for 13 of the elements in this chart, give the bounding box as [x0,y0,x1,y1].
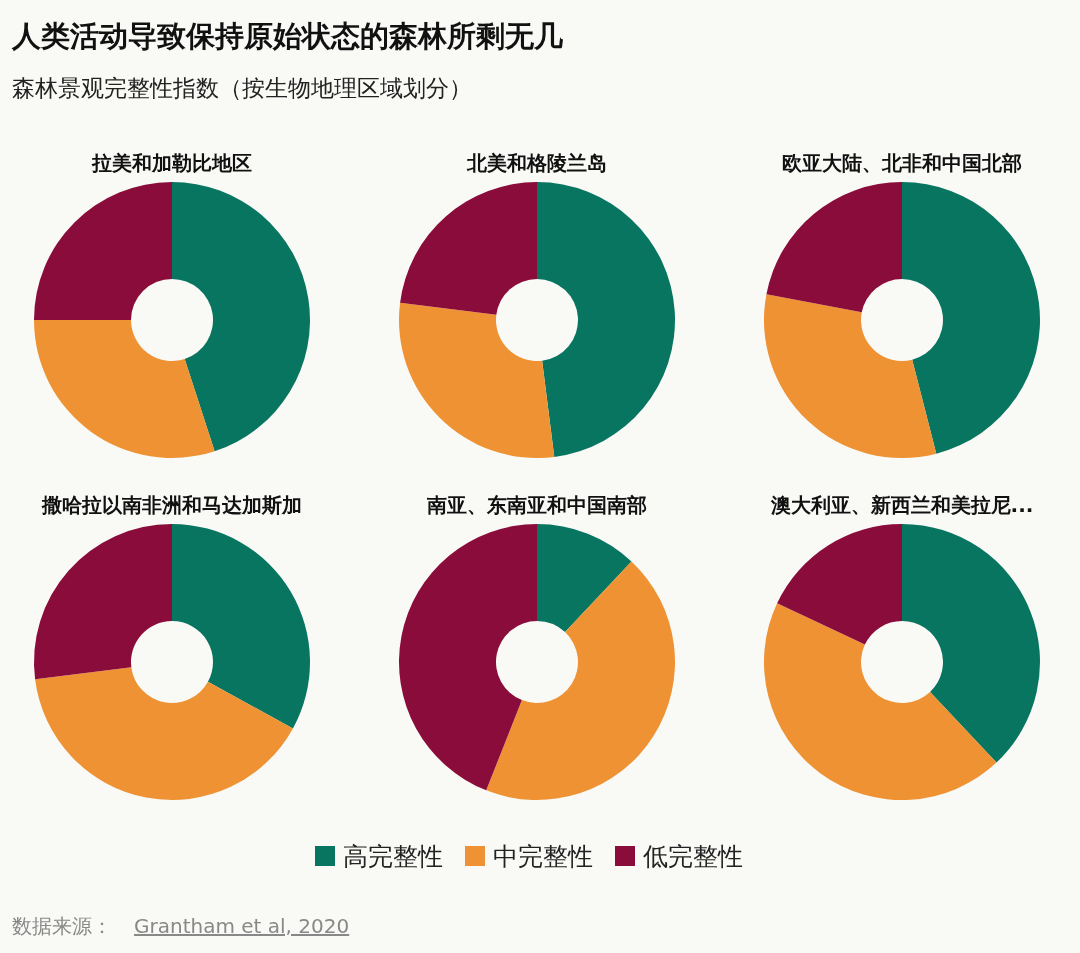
chart-title: 澳大利亚、新西兰和美拉尼... [769,493,1034,517]
text: Grantham et al, 2020 [134,914,350,938]
chart-title: 南亚、东南亚和中国南部 [426,493,647,517]
text: 森林景观完整性指数（按生物地理区域划分） [12,75,472,101]
chart-title: 撒哈拉以南非洲和马达加斯加 [41,493,302,517]
chart-title: 拉美和加勒比地区 [91,151,252,175]
chart-title: 北美和格陵兰岛 [466,151,607,175]
legend-label: 中完整性 [493,842,593,871]
legend-label: 低完整性 [643,842,743,871]
source-note: 数据来源： [12,914,112,938]
legend-label: 高完整性 [343,842,443,871]
chart-title: 欧亚大陆、北非和中国北部 [782,151,1022,175]
text: 人类活动导致保持原始状态的森林所剩无几 [11,19,563,53]
